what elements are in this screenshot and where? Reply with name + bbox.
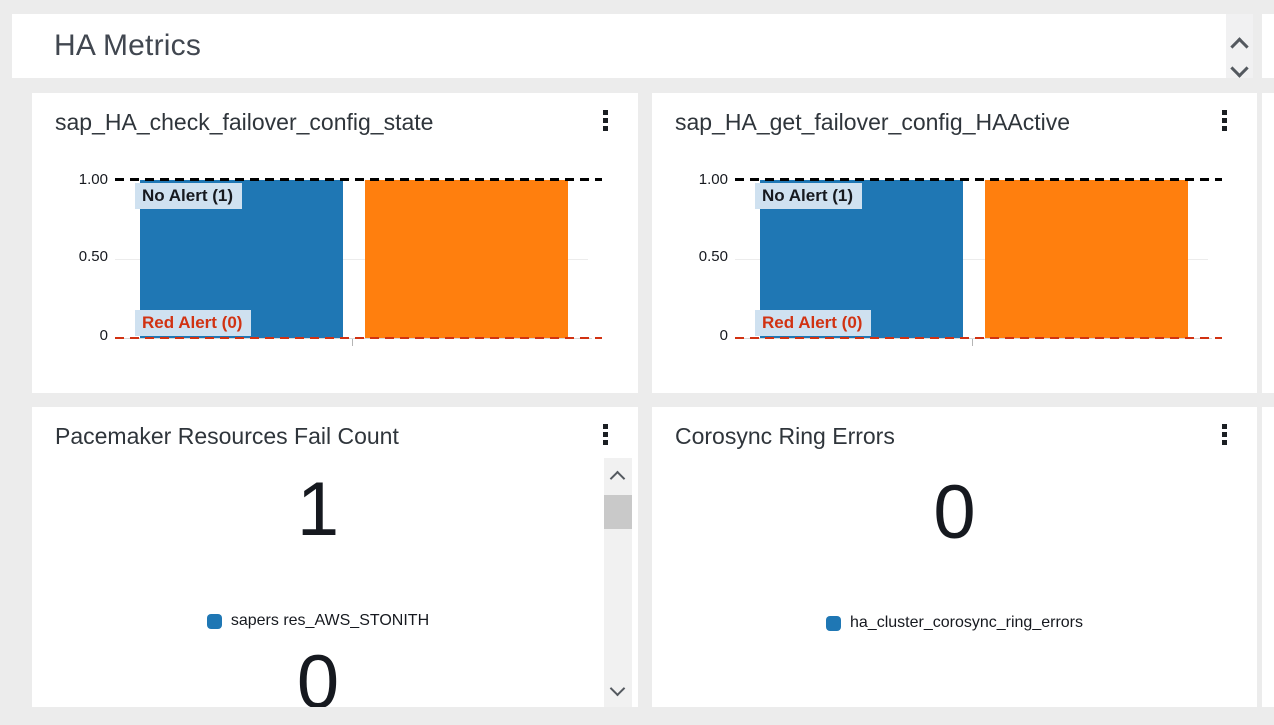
annotation-label-red-alert: Red Alert (0) xyxy=(755,310,872,336)
widget-menu-button[interactable] xyxy=(594,420,616,448)
kebab-icon xyxy=(1221,117,1227,123)
y-axis-tick-label: 0.50 xyxy=(698,248,728,265)
widget-menu-button[interactable] xyxy=(594,106,616,134)
legend-swatch xyxy=(826,615,841,631)
annotation-line-low xyxy=(115,337,602,339)
legend-swatch xyxy=(206,613,222,629)
widget-title: Corosync Ring Errors xyxy=(675,423,895,449)
widget-menu-button[interactable] xyxy=(1213,420,1235,448)
kebab-icon xyxy=(602,431,608,437)
kebab-icon xyxy=(1221,431,1227,437)
clipped-panel-edge xyxy=(1262,93,1274,393)
kebab-icon xyxy=(602,423,608,429)
x-axis-tick xyxy=(351,339,353,346)
y-axis-tick-label: 1.00 xyxy=(78,171,108,188)
x-axis-tick xyxy=(971,339,973,346)
bar-chart-plot: No Alert (1) Red Alert (0) xyxy=(115,178,602,346)
chevron-down-icon[interactable] xyxy=(1230,59,1249,78)
kebab-icon xyxy=(1221,423,1227,429)
widget-sap-ha-check-failover-config-state: sap_HA_check_failover_config_state 1.00 … xyxy=(32,93,638,393)
chevron-up-icon[interactable] xyxy=(609,470,626,487)
metric-value: 0 xyxy=(933,470,976,555)
y-axis-tick-label: 1.00 xyxy=(698,171,728,188)
bar-chart-plot: No Alert (1) Red Alert (0) xyxy=(735,178,1222,346)
widget-menu-button[interactable] xyxy=(1213,106,1235,134)
legend-label: ha_cluster_corosync_ring_errors xyxy=(850,614,1083,631)
widget-corosync-ring-errors: Corosync Ring Errors 0 ha_cluster_corosy… xyxy=(652,407,1257,707)
scrollbar-thumb[interactable] xyxy=(604,495,632,529)
clipped-panel-edge xyxy=(1262,14,1274,78)
annotation-label-no-alert: No Alert (1) xyxy=(755,183,862,209)
annotation-line-high xyxy=(735,178,1222,181)
y-axis-tick-label: 0 xyxy=(719,327,728,344)
widget-title: Pacemaker Resources Fail Count xyxy=(55,423,399,449)
kebab-icon xyxy=(602,125,608,131)
annotation-label-red-alert: Red Alert (0) xyxy=(135,310,252,336)
gridline xyxy=(115,259,588,260)
metric-value: 1 xyxy=(296,467,340,552)
legend-label: sapers res_AWS_STONITH xyxy=(230,612,430,629)
kebab-icon xyxy=(602,117,608,123)
widget-sap-ha-get-failover-config-haactive: sap_HA_get_failover_config_HAActive 1.00… xyxy=(652,93,1257,393)
dashboard-header: HA Metrics xyxy=(12,14,1253,78)
kebab-icon xyxy=(602,109,608,115)
annotation-label-no-alert: No Alert (1) xyxy=(135,183,242,209)
annotation-line-high xyxy=(115,178,602,181)
metric-value: 0 xyxy=(296,640,340,707)
y-axis-tick-label: 0 xyxy=(99,327,108,344)
bar-series-orange[interactable] xyxy=(985,180,1188,338)
y-axis-tick-label: 0.50 xyxy=(78,248,108,265)
kebab-icon xyxy=(602,439,608,445)
clipped-panel-edge xyxy=(1262,407,1274,707)
legend-item[interactable]: sapers res_AWS_STONITH xyxy=(32,612,604,630)
legend-item[interactable]: ha_cluster_corosync_ring_errors xyxy=(652,614,1257,632)
bar-series-orange[interactable] xyxy=(365,180,568,338)
widget-title: sap_HA_check_failover_config_state xyxy=(55,109,434,135)
gridline xyxy=(735,259,1208,260)
page-title: HA Metrics xyxy=(54,29,202,62)
widget-pacemaker-resources-fail-count: Pacemaker Resources Fail Count 1 sapers … xyxy=(32,407,638,707)
kebab-icon xyxy=(1221,109,1227,115)
kebab-icon xyxy=(1221,125,1227,131)
page-scrollbar[interactable] xyxy=(1226,14,1253,78)
widget-scrollbar[interactable] xyxy=(604,458,632,707)
chevron-down-icon[interactable] xyxy=(609,680,626,697)
widget-title: sap_HA_get_failover_config_HAActive xyxy=(675,109,1071,135)
annotation-line-low xyxy=(735,337,1222,339)
chevron-up-icon[interactable] xyxy=(1230,37,1249,56)
kebab-icon xyxy=(1221,439,1227,445)
